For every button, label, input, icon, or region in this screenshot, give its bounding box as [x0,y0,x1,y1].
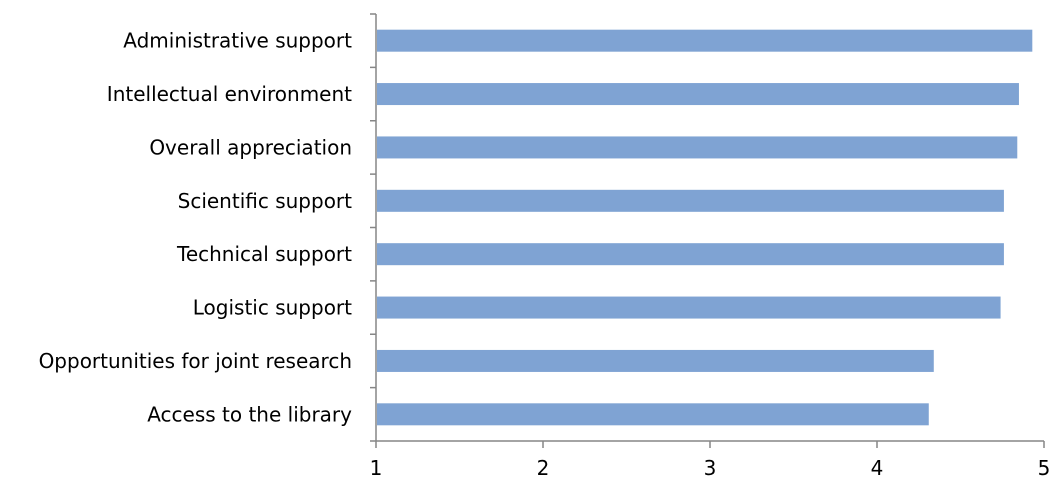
bar-3 [377,189,1004,212]
bar-4 [377,243,1004,266]
x-tick-label-3: 4 [871,456,884,480]
x-tick-label-0: 1 [370,456,383,480]
category-label-0: Administrative support [123,29,352,53]
x-tick-label-1: 2 [537,456,550,480]
category-label-4: Technical support [176,242,352,266]
x-tick-label-4: 5 [1038,456,1050,480]
bar-6 [377,349,934,372]
bar-0 [377,29,1033,52]
category-label-1: Intellectual environment [107,82,352,106]
bar-7 [377,403,929,426]
bar-2 [377,136,1018,159]
bar-1 [377,83,1019,106]
bar-5 [377,296,1001,319]
category-label-6: Opportunities for joint research [39,349,352,373]
category-label-2: Overall appreciation [149,135,352,159]
x-tick-label-2: 3 [704,456,717,480]
category-label-7: Access to the library [147,402,352,426]
category-label-3: Scientific support [178,189,353,213]
category-label-5: Logistic support [193,296,352,320]
